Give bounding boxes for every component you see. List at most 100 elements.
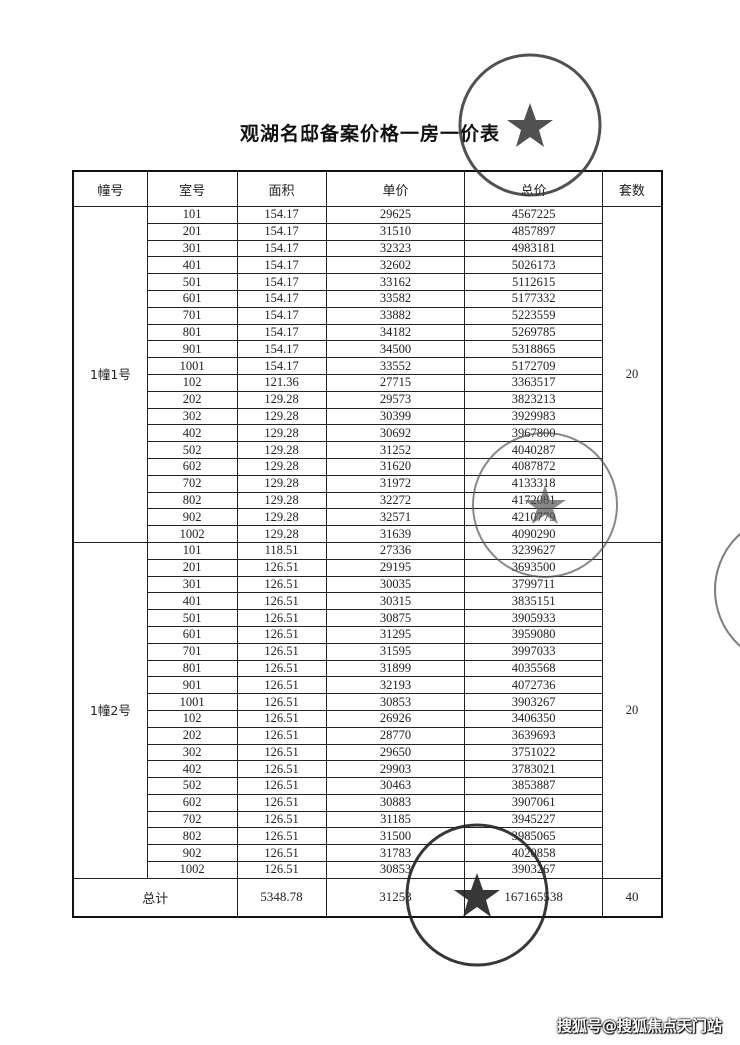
header-count: 套数 [601,170,663,207]
unit-price-cell: 31639 [325,525,466,543]
total-price-cell: 3945227 [464,810,603,829]
room-cell: 101 [146,206,238,224]
table-row: 402 126.51 29903 3783021 [73,760,662,779]
unit-price-cell: 31252 [325,441,466,459]
unit-price-cell: 29903 [325,760,466,779]
total-price-cell: 3907061 [464,793,603,812]
unit-price-cell: 31783 [325,844,466,863]
unit-price-cell: 26926 [325,709,466,728]
total-price-cell: 5318865 [464,340,603,359]
table-row: 901 154.17 34500 5318865 [73,340,662,359]
total-price-cell: 3985065 [464,827,603,846]
total-price-cell: 3799711 [464,575,603,594]
table-row: 1002 126.51 30853 3903267 [73,861,662,879]
table-row: 801 126.51 31899 4035568 [73,659,662,678]
header-area: 面积 [236,170,327,207]
unit-price-cell: 32323 [325,239,466,258]
table-row: 501 126.51 30875 3905933 [73,609,662,627]
area-cell: 126.51 [236,592,327,611]
room-cell: 202 [146,390,238,409]
unit-price-cell: 30463 [325,777,466,795]
room-cell: 602 [146,457,238,476]
room-cell: 901 [146,340,238,359]
table-row: 401 126.51 30315 3835151 [73,592,662,611]
room-cell: 501 [146,609,238,627]
table-row: 1幢2号 101 118.51 27336 3239627 20 [72,541,663,879]
area-cell: 154.17 [236,357,327,375]
total-price-cell: 5172709 [464,357,603,375]
area-cell: 154.17 [236,306,327,325]
unit-price-cell: 34182 [325,323,466,342]
room-cell: 402 [146,760,238,779]
table-row: 301 154.17 32323 4983181 [73,239,662,258]
room-cell: 801 [146,323,238,342]
total-price-cell: 5223559 [464,306,603,325]
table-row: 602 129.28 31620 4087872 [73,457,662,476]
table-row: 902 126.51 31783 4020858 [73,844,662,863]
table-row: 102 121.36 27715 3363517 [73,373,662,392]
room-cell: 801 [146,659,238,678]
area-cell: 154.17 [236,289,327,308]
unit-price-cell: 30853 [325,693,466,711]
room-cell: 902 [146,508,238,527]
price-table: 幢号 室号 面积 单价 总价 套数 1幢1号 101 154.17 29625 4567… [72,170,663,918]
unit-price-cell: 31510 [325,222,466,241]
table-row: 501 154.17 33162 5112615 [73,273,662,291]
area-cell: 121.36 [236,373,327,392]
unit-price-cell: 29650 [325,743,466,762]
total-price-cell: 5177332 [464,289,603,308]
area-cell: 126.51 [236,575,327,594]
table-row: 702 126.51 31185 3945227 [73,810,662,829]
room-cell: 102 [146,709,238,728]
area-cell: 129.28 [236,407,327,426]
area-cell: 154.17 [236,206,327,224]
unit-price-cell: 28770 [325,726,466,745]
area-cell: 126.51 [236,609,327,627]
room-cell: 201 [146,222,238,241]
total-price-cell: 3363517 [464,373,603,392]
unit-price-cell: 30692 [325,424,466,443]
total-price-cell: 4210779 [464,508,603,527]
area-cell: 126.51 [236,676,327,695]
area-cell: 129.28 [236,441,327,459]
unit-price-cell: 31972 [325,474,466,493]
total-price-cell: 4035568 [464,659,603,678]
total-label: 总计 [72,877,238,918]
area-cell: 126.51 [236,642,327,661]
total-price-cell: 3967800 [464,424,603,443]
table-row: 502 126.51 30463 3853887 [73,777,662,795]
total-price-cell: 4983181 [464,239,603,258]
unit-price-cell: 30035 [325,575,466,594]
total-area: 5348.78 [236,877,327,918]
table-row: 701 126.51 31595 3997033 [73,642,662,661]
unit-price-cell: 31185 [325,810,466,829]
total-price-cell: 4857897 [464,222,603,241]
total-price-cell: 3997033 [464,642,603,661]
unit-price-cell: 30853 [325,861,466,879]
area-cell: 129.28 [236,491,327,510]
unit-price-cell: 33162 [325,273,466,291]
area-cell: 126.51 [236,827,327,846]
unit-price-cell: 29625 [325,206,466,224]
total-price-cell: 3783021 [464,760,603,779]
total-price-cell: 4567225 [464,206,603,224]
unit-price-cell: 31595 [325,642,466,661]
unit-price-cell: 30399 [325,407,466,426]
room-cell: 602 [146,793,238,812]
unit-price-cell: 31620 [325,457,466,476]
table-row: 202 126.51 28770 3639693 [73,726,662,745]
room-cell: 601 [146,289,238,308]
room-cell: 302 [146,407,238,426]
total-row: 总计 5348.78 31253 167165538 40 [72,877,663,918]
header-building: 幢号 [72,170,148,207]
room-cell: 1001 [146,693,238,711]
table-row: 302 126.51 29650 3751022 [73,743,662,762]
total-price-cell: 3751022 [464,743,603,762]
unit-price-cell: 32602 [325,256,466,275]
room-cell: 802 [146,827,238,846]
room-cell: 401 [146,592,238,611]
unit-price-cell: 27715 [325,373,466,392]
table-row: 801 154.17 34182 5269785 [73,323,662,342]
unit-price-cell: 32571 [325,508,466,527]
room-cell: 901 [146,676,238,695]
